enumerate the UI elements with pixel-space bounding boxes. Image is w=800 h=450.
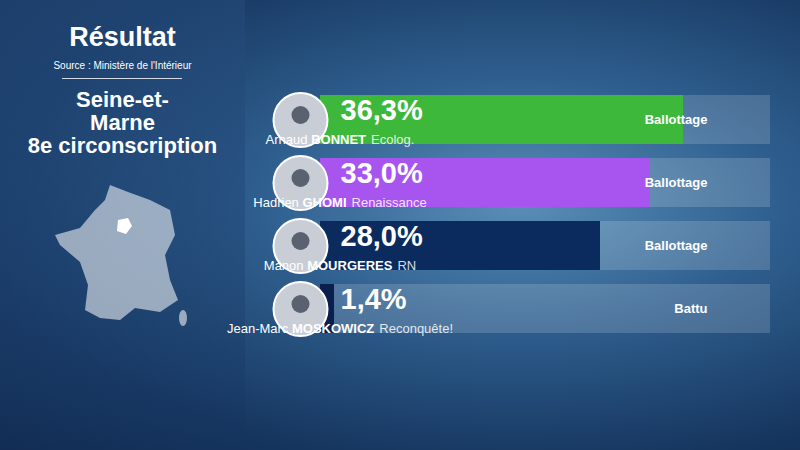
svg-text:Arnaud BONNETEcolog.: Arnaud BONNETEcolog. — [266, 132, 415, 147]
svg-text:36,3%: 36,3% — [341, 94, 423, 126]
html-text:Résultat: Résultat — [69, 22, 176, 52]
svg-text:1,4%: 1,4% — [341, 283, 407, 315]
svg-text:Hadrien GHOMIRenaissance: Hadrien GHOMIRenaissance — [253, 195, 426, 210]
svg-text:Manon MOURGERESRN: Manon MOURGERESRN — [264, 258, 416, 273]
html-text:Seine-et-Marne: Seine-et-Marne — [76, 87, 169, 135]
svg-text:Ballottage: Ballottage — [645, 112, 708, 127]
svg-text:Battu: Battu — [674, 301, 707, 316]
svg-text:Ballottage: Ballottage — [645, 238, 708, 253]
svg-text:33,0%: 33,0% — [341, 157, 423, 189]
html-text:Source : Ministère de l'Intéri: Source : Ministère de l'Intérieur — [53, 60, 192, 71]
svg-text:Ballottage: Ballottage — [645, 175, 708, 190]
svg-text:Jean-Marc MOSKOWICZReconquête!: Jean-Marc MOSKOWICZReconquête! — [227, 321, 453, 336]
html-text:8e circonscription: 8e circonscription — [27, 133, 218, 158]
svg-text:28,0%: 28,0% — [341, 220, 423, 252]
